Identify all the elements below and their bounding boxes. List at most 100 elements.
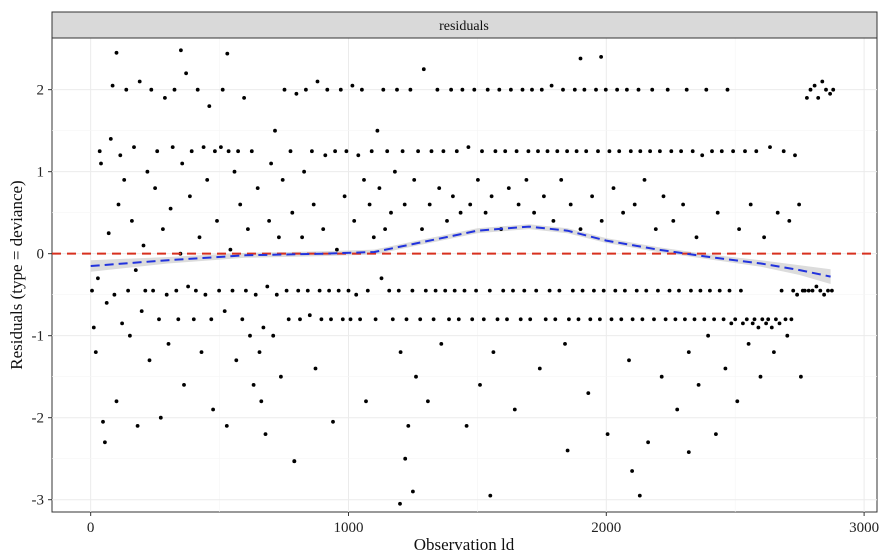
scatter-point: [542, 194, 546, 199]
scatter-point: [599, 219, 604, 223]
scatter-point: [269, 161, 273, 166]
scatter-point: [582, 87, 587, 92]
scatter-point: [481, 317, 486, 322]
scatter-point: [551, 219, 556, 223]
scatter-point: [756, 325, 761, 330]
scatter-point: [748, 202, 753, 207]
scatter-point: [242, 96, 247, 100]
scatter-point: [512, 407, 517, 412]
scatter-point: [574, 149, 579, 154]
scatter-point: [609, 317, 614, 322]
facet-strip-background: [51, 11, 878, 39]
scatter-point: [197, 235, 202, 240]
scatter-point: [381, 87, 386, 92]
scatter-point: [637, 493, 642, 498]
scatter-point: [605, 432, 610, 436]
scatter-point: [719, 149, 724, 154]
scatter-point: [708, 288, 712, 293]
scatter-point: [120, 321, 124, 326]
scatter-point: [831, 87, 836, 92]
scatter-point: [675, 407, 680, 412]
scatter-point: [319, 317, 324, 322]
scatter-point: [772, 350, 776, 354]
scatter-point: [690, 149, 695, 154]
scatter-point: [402, 202, 407, 207]
scatter-point: [557, 288, 562, 293]
scatter-point: [524, 178, 529, 182]
scatter-point: [305, 288, 310, 293]
scatter-point: [176, 317, 181, 322]
scatter-point: [669, 149, 674, 154]
scatter-point: [195, 87, 200, 92]
scatter-point: [752, 317, 757, 322]
scatter-point: [398, 501, 402, 506]
scatter-point: [271, 333, 276, 338]
y-tick-label: 2: [37, 83, 45, 99]
scatter-point: [201, 145, 206, 150]
scatter-point: [714, 432, 718, 436]
scatter-point: [822, 292, 826, 297]
y-tick-label: -3: [32, 493, 45, 509]
scatter-point: [443, 288, 448, 293]
scatter-point: [280, 178, 285, 182]
scatter-point: [288, 149, 293, 154]
scatter-point: [114, 399, 119, 404]
scatter-point: [437, 186, 442, 191]
scatter-point: [656, 288, 660, 293]
scatter-point: [553, 317, 558, 322]
scatter-point: [315, 79, 320, 84]
scatter-point: [300, 235, 304, 240]
scatter-point: [296, 288, 301, 293]
scatter-point: [124, 87, 129, 92]
y-axis-title: Residuals (type = deviance): [7, 180, 26, 369]
scatter-point: [406, 424, 411, 428]
scatter-point: [594, 87, 598, 92]
scatter-point: [806, 288, 811, 293]
scatter-point: [207, 104, 212, 108]
scatter-point: [230, 288, 235, 293]
scatter-point: [213, 149, 217, 154]
scatter-point: [104, 301, 109, 305]
scatter-point: [277, 235, 281, 240]
scatter-point: [458, 210, 463, 215]
scatter-point: [279, 374, 283, 379]
scatter-point: [653, 227, 658, 232]
scatter-point: [259, 399, 264, 404]
scatter-point: [114, 50, 119, 55]
scatter-point: [234, 358, 239, 363]
scatter-point: [774, 317, 778, 322]
scatter-point: [166, 342, 171, 346]
scatter-point: [168, 206, 173, 211]
scatter-point: [797, 202, 801, 207]
scatter-point: [209, 317, 214, 322]
scatter-point: [153, 186, 158, 191]
scatter-point: [628, 149, 633, 154]
scatter-point: [528, 317, 533, 322]
scatter-point: [141, 243, 146, 248]
scatter-point: [555, 149, 560, 154]
scatter-point: [400, 149, 405, 154]
scatter-point: [298, 317, 302, 322]
scatter-point: [762, 235, 766, 240]
scatter-point: [750, 321, 755, 326]
scatter-point: [478, 383, 482, 387]
scatter-point: [389, 210, 393, 215]
scatter-point: [503, 149, 508, 154]
scatter-point: [294, 91, 299, 96]
scatter-point: [304, 87, 308, 92]
scatter-point: [588, 317, 593, 322]
scatter-point: [518, 317, 523, 322]
scatter-point: [346, 288, 351, 293]
scatter-point: [335, 247, 339, 252]
scatter-point: [625, 87, 629, 92]
scatter-point: [350, 83, 355, 88]
scatter-point: [729, 321, 734, 326]
scatter-point: [395, 87, 399, 92]
scatter-point: [791, 288, 796, 293]
scatter-point: [775, 210, 780, 215]
scatter-point: [137, 79, 142, 84]
scatter-point: [760, 317, 765, 322]
scatter-point: [414, 374, 418, 379]
scatter-point: [99, 161, 103, 166]
scatter-point: [240, 317, 245, 322]
